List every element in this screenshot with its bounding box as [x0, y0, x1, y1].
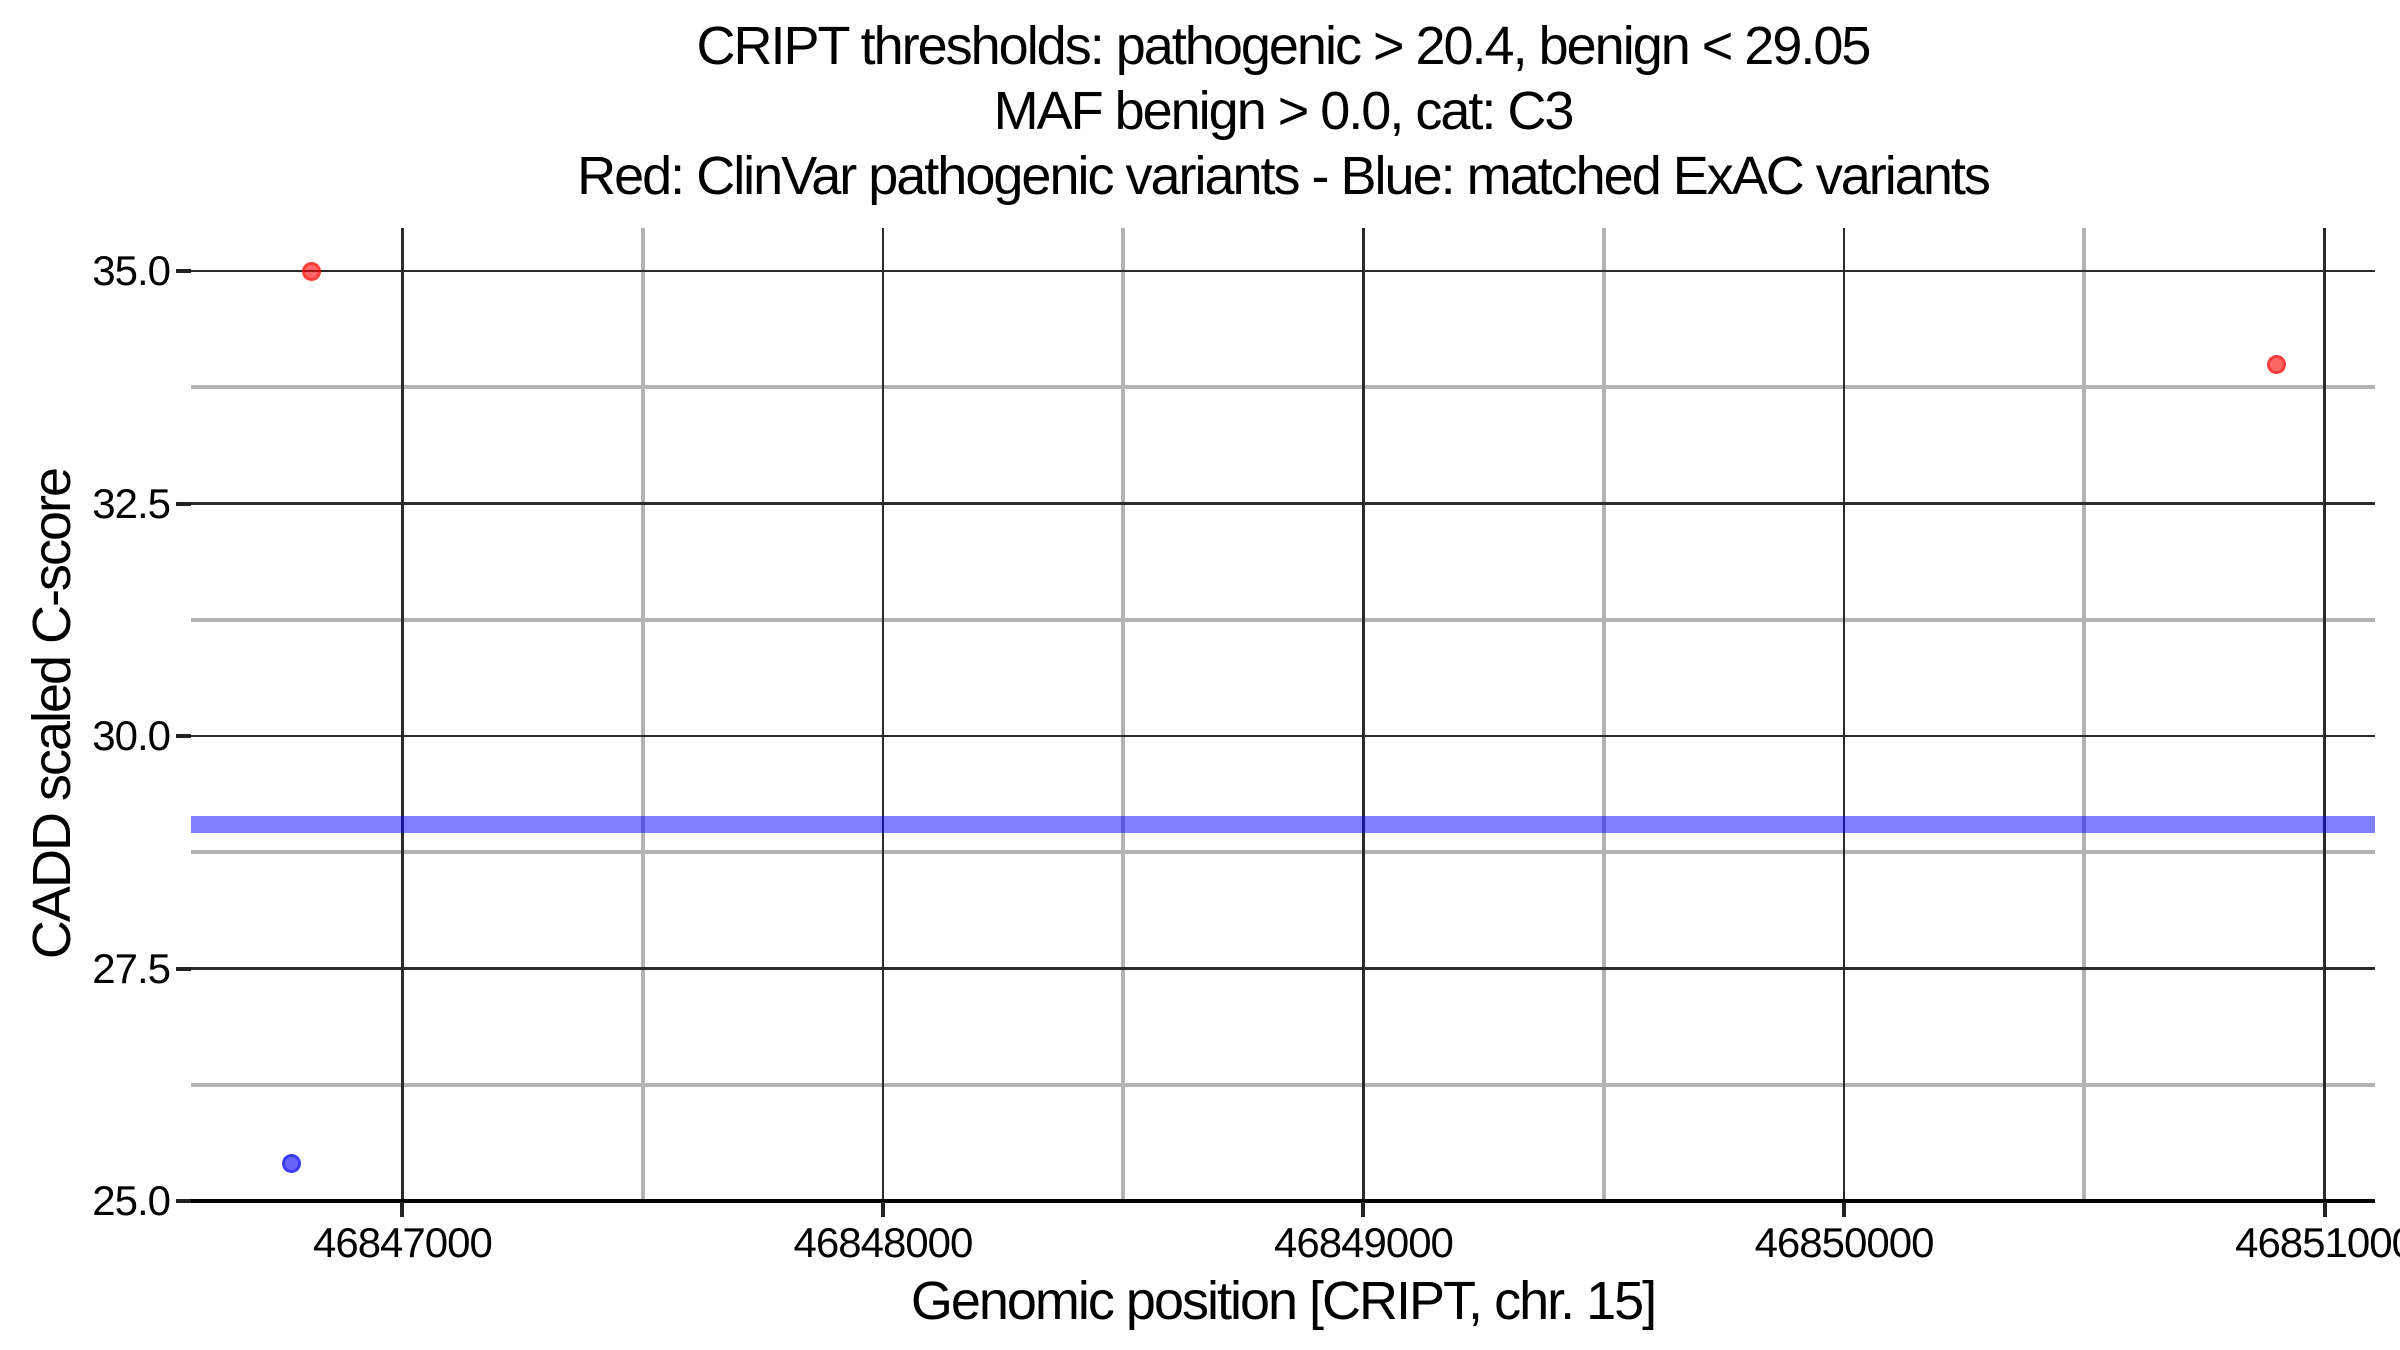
y-tick-label: 27.5 [92, 944, 171, 992]
data-point-matched-exac [282, 1154, 302, 1174]
y-axis-tick [176, 269, 191, 274]
plot-panel [191, 228, 2375, 1203]
y-axis-title: CADD scaled C-score [22, 468, 82, 960]
plot-title-line-3: Red: ClinVar pathogenic variants - Blue:… [577, 146, 1991, 206]
y-axis-tick [176, 1199, 191, 1203]
major-gridline-vertical [1362, 228, 1365, 1201]
minor-gridline-vertical [1121, 228, 1126, 1201]
x-tick-label: 46849000 [1274, 1219, 1454, 1266]
x-axis-tick [1361, 1202, 1366, 1217]
x-axis-line [191, 1199, 2375, 1203]
y-axis-tick [176, 966, 191, 971]
data-point-clinvar-pathogenic [2266, 354, 2286, 374]
data-point-clinvar-pathogenic [301, 261, 321, 281]
major-gridline-horizontal [191, 967, 2375, 970]
major-gridline-horizontal [191, 269, 2375, 273]
major-gridline-vertical [2323, 228, 2326, 1201]
major-gridline-vertical [401, 228, 404, 1201]
x-axis-tick [2322, 1202, 2327, 1217]
x-tick-label: 46848000 [793, 1219, 974, 1266]
x-tick-label: 46850000 [1754, 1219, 1935, 1266]
plot-title-line-2: MAF benign > 0.0, cat: C3 [993, 81, 1575, 141]
y-axis-tick [176, 501, 191, 506]
plot-title-line-1: CRIPT thresholds: pathogenic > 20.4, ben… [696, 16, 1872, 76]
y-axis-tick [176, 734, 191, 739]
minor-gridline-vertical [640, 228, 645, 1201]
y-tick-label: 25.0 [92, 1177, 171, 1224]
x-axis-title: Genomic position [CRIPT, chr. 15] [910, 1271, 1657, 1331]
minor-gridline-vertical [2082, 228, 2087, 1201]
x-axis-tick [400, 1202, 405, 1217]
minor-gridline-horizontal [191, 850, 2375, 855]
major-gridline-horizontal [191, 734, 2375, 738]
minor-gridline-vertical [1601, 228, 1606, 1201]
benign-threshold-line [191, 815, 2375, 833]
x-tick-label: 46851000 [2235, 1219, 2400, 1266]
y-tick-label: 32.5 [92, 479, 171, 527]
x-tick-label: 46847000 [312, 1219, 493, 1266]
major-gridline-horizontal [191, 502, 2375, 505]
y-tick-label: 35.0 [92, 247, 171, 295]
x-axis-tick [880, 1202, 885, 1217]
x-axis-tick [1842, 1202, 1847, 1217]
minor-gridline-horizontal [191, 617, 2375, 622]
minor-gridline-horizontal [191, 1082, 2375, 1087]
major-gridline-vertical [881, 228, 885, 1201]
y-tick-label: 30.0 [92, 712, 171, 760]
plot-title: CRIPT thresholds: pathogenic > 20.4, ben… [183, 14, 2383, 209]
major-gridline-vertical [1842, 228, 1846, 1201]
minor-gridline-horizontal [191, 385, 2375, 390]
